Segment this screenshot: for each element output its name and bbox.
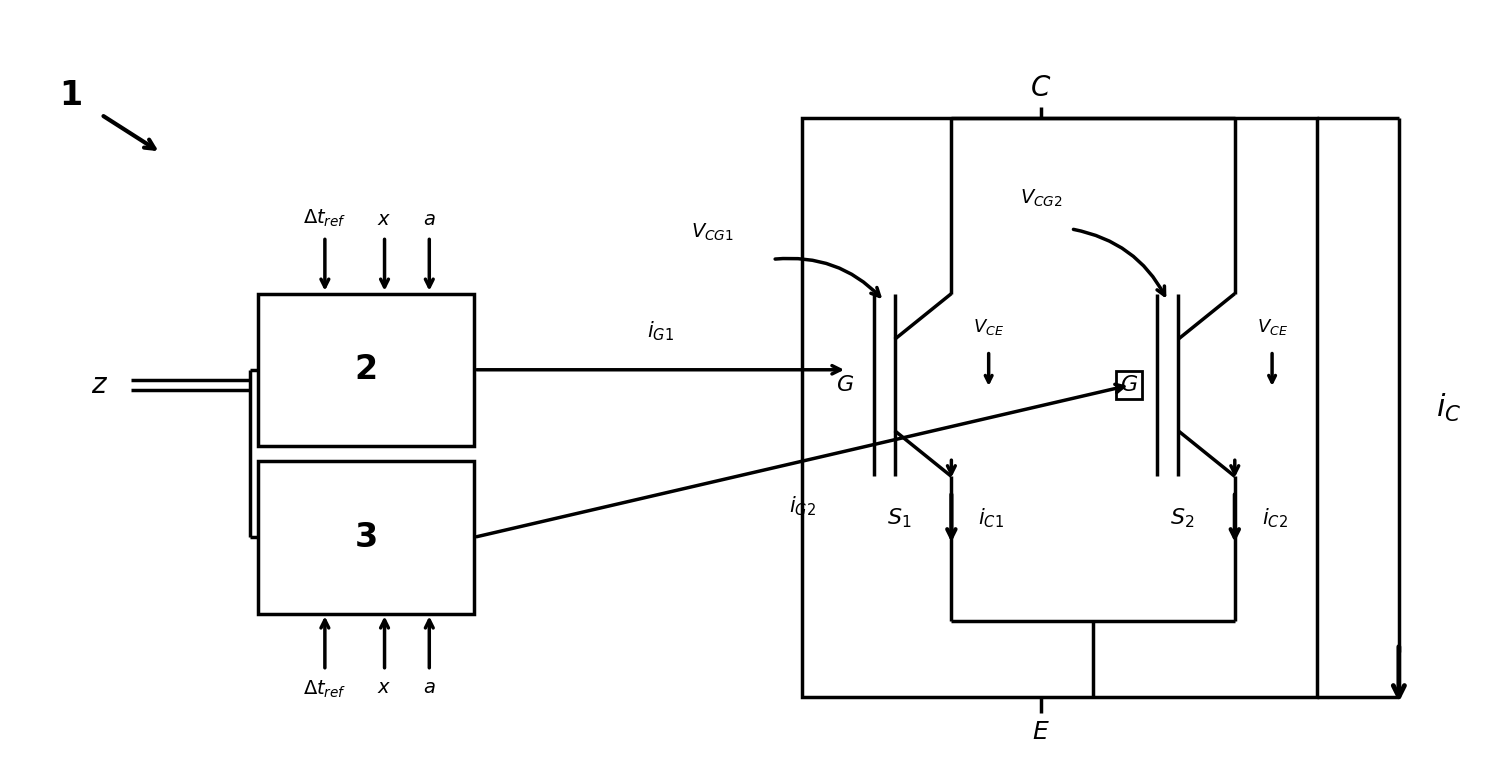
Text: 1: 1 [60, 79, 82, 112]
Text: $i_{C2}$: $i_{C2}$ [1262, 507, 1287, 530]
Text: $V_{CE}$: $V_{CE}$ [974, 316, 1004, 336]
Text: $G$: $G$ [1119, 375, 1138, 395]
Text: $S_2$: $S_2$ [1170, 507, 1196, 530]
FancyArrowPatch shape [776, 259, 879, 296]
Text: $\Delta t_{ref}$: $\Delta t_{ref}$ [303, 208, 346, 229]
Text: $z$: $z$ [92, 371, 108, 399]
Text: $i_{G2}$: $i_{G2}$ [789, 494, 816, 518]
Text: $V_{CG1}$: $V_{CG1}$ [692, 222, 734, 243]
Text: $i_{C1}$: $i_{C1}$ [978, 507, 1004, 530]
Text: $E$: $E$ [1032, 719, 1050, 744]
Text: $x$: $x$ [378, 210, 392, 229]
Text: $V_{CG2}$: $V_{CG2}$ [1020, 188, 1062, 209]
Text: $a$: $a$ [423, 678, 435, 698]
Text: $V_{CE}$: $V_{CE}$ [1257, 316, 1287, 336]
Bar [258, 293, 474, 446]
Bar [802, 119, 1317, 698]
Bar [258, 461, 474, 614]
Text: 2: 2 [354, 353, 378, 387]
Text: $i_C$: $i_C$ [1436, 392, 1461, 424]
Text: $x$: $x$ [378, 678, 392, 698]
Text: 3: 3 [354, 521, 378, 554]
Text: $S_1$: $S_1$ [886, 507, 912, 530]
Text: $\Delta t_{ref}$: $\Delta t_{ref}$ [303, 678, 346, 699]
Text: $i_{G1}$: $i_{G1}$ [646, 320, 674, 343]
Text: $C$: $C$ [1030, 74, 1051, 102]
Text: $a$: $a$ [423, 210, 435, 229]
FancyArrowPatch shape [1074, 229, 1164, 296]
Text: $G$: $G$ [837, 375, 855, 395]
